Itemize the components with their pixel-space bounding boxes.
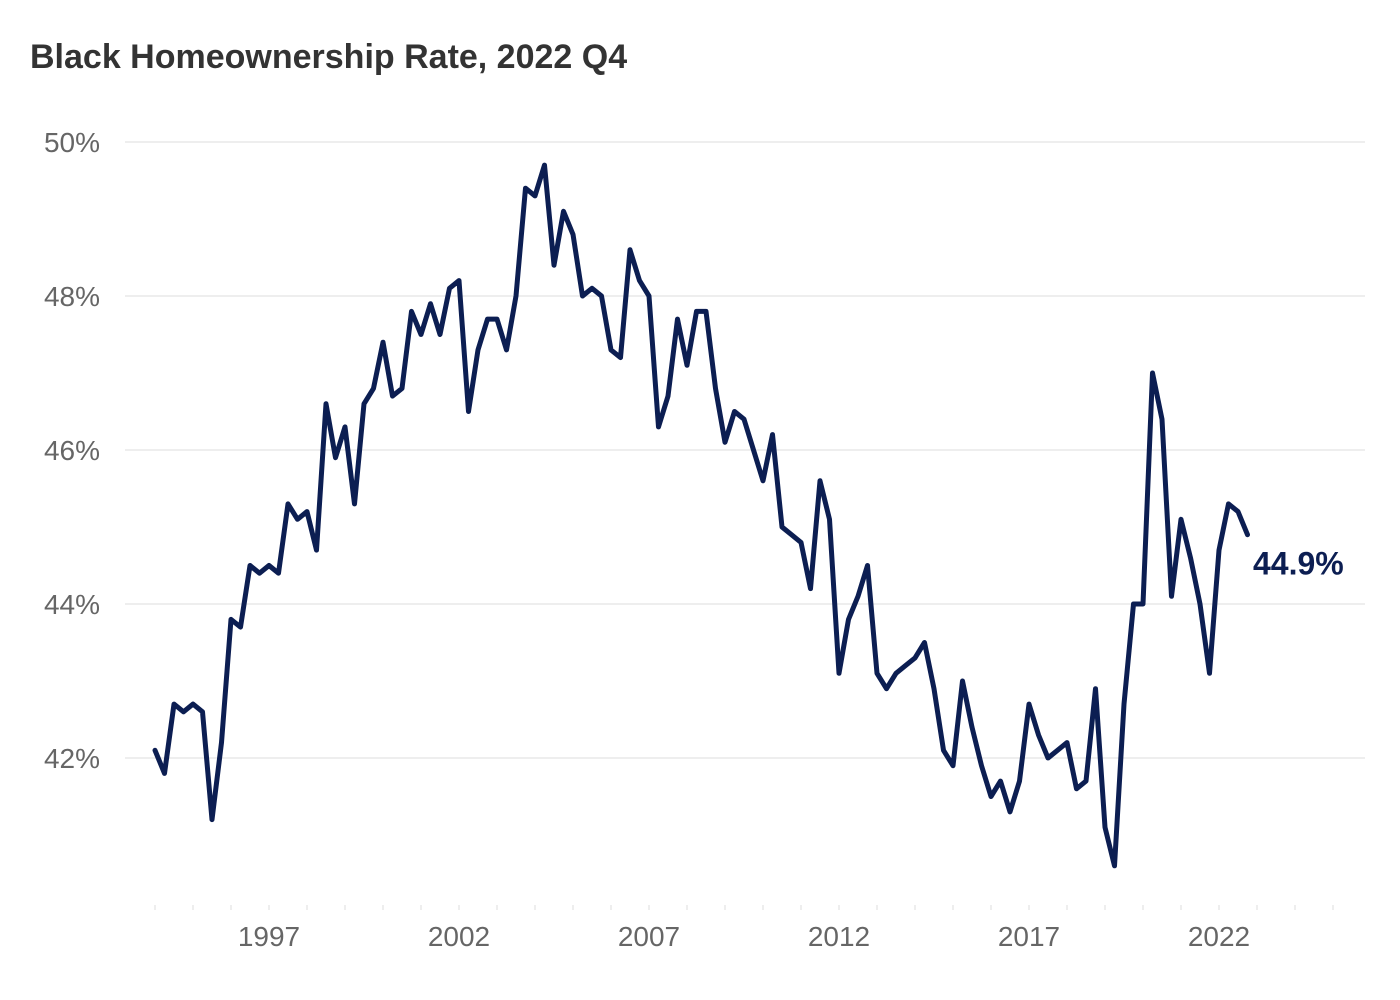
y-tick-label: 46% xyxy=(44,435,100,466)
x-tick-label: 2022 xyxy=(1188,921,1250,952)
annotations: 44.9% xyxy=(1253,546,1344,582)
x-tick-label: 2007 xyxy=(618,921,680,952)
x-axis: 1997 2002 2007 2012 2017 2022 xyxy=(154,905,1334,952)
x-tick-label: 2002 xyxy=(428,921,490,952)
homeownership-rate-line xyxy=(152,162,1250,869)
gridlines xyxy=(125,141,1365,759)
y-tick-label: 48% xyxy=(44,281,100,312)
x-tick-label: 2012 xyxy=(808,921,870,952)
y-tick-label: 42% xyxy=(44,743,100,774)
x-tick-label: 1997 xyxy=(238,921,300,952)
y-axis: 42% 44% 46% 48% 50% xyxy=(44,127,100,774)
x-tick-label: 2017 xyxy=(998,921,1060,952)
end-value-label: 44.9% xyxy=(1253,546,1344,582)
y-tick-label: 44% xyxy=(44,589,100,620)
series xyxy=(152,162,1250,869)
chart-title: Black Homeownership Rate, 2022 Q4 xyxy=(30,38,628,76)
y-tick-label: 50% xyxy=(44,127,100,158)
